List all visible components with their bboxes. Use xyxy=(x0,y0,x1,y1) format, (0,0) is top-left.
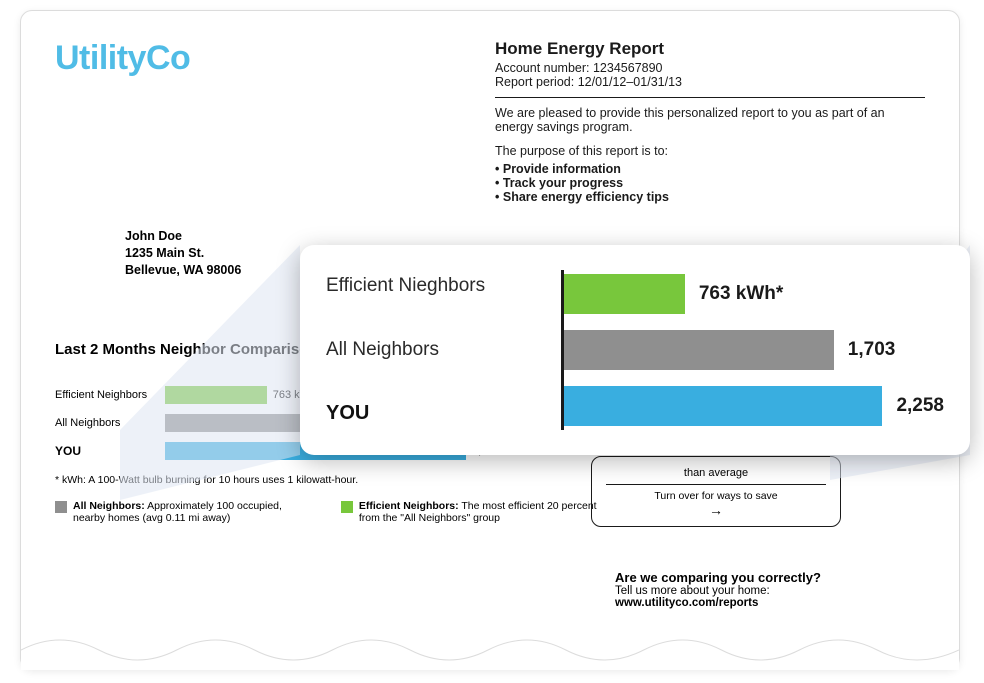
report-title: Home Energy Report xyxy=(495,39,925,59)
overlay-value: 763 kWh* xyxy=(699,283,783,305)
overlay-chart-row: 2,258 xyxy=(564,386,944,426)
reports-link[interactable]: www.utilityco.com/reports xyxy=(615,597,925,609)
legend-swatch xyxy=(55,501,67,513)
purpose-item: Share energy efficiency tips xyxy=(495,190,925,204)
legend-item: All Neighbors: Approximately 100 occupie… xyxy=(55,500,311,524)
report-header: Home Energy Report Account number: 12345… xyxy=(495,39,925,204)
overlay-bar xyxy=(564,274,685,314)
overlay-row-label: YOU xyxy=(326,402,561,425)
overlay-chart: 763 kWh* 1,703 2,258 xyxy=(561,270,944,430)
chart-bar xyxy=(165,386,267,404)
purpose-item: Track your progress xyxy=(495,176,925,190)
overlay-bar xyxy=(564,386,882,426)
chart-row-label: All Neighbors xyxy=(55,417,165,429)
overlay-chart-row: 763 kWh* xyxy=(564,274,944,314)
overlay-row-label: Efficient Nieghbors xyxy=(326,275,561,297)
purpose-item: Provide information xyxy=(495,162,925,176)
overlay-row-label: All Neighbors xyxy=(326,339,561,361)
overlay-value: 2,258 xyxy=(896,395,944,417)
account-line: Account number: 1234567890 xyxy=(495,61,925,75)
legend: All Neighbors: Approximately 100 occupie… xyxy=(55,500,605,524)
overlay-labels: Efficient Nieghbors All Neighbors YOU xyxy=(326,275,561,425)
overlay-bar xyxy=(564,330,834,370)
divider xyxy=(495,97,925,98)
overlay-chart-row: 1,703 xyxy=(564,330,944,370)
comparison-overlay-card: Efficient Nieghbors All Neighbors YOU 763 … xyxy=(300,245,970,455)
chart-row-label: YOU xyxy=(55,444,165,458)
purpose-intro: The purpose of this report is to: xyxy=(495,144,925,158)
turnover-box: than average Turn over for ways to save … xyxy=(591,456,841,527)
purpose-list: Provide information Track your progress … xyxy=(495,162,925,204)
compare-box: Are we comparing you correctly? Tell us … xyxy=(615,570,925,609)
legend-item: Efficient Neighbors: The most efficient … xyxy=(341,500,605,524)
overlay-value: 1,703 xyxy=(848,339,896,361)
intro-text: We are pleased to provide this personali… xyxy=(495,106,925,134)
arrow-right-icon: → xyxy=(606,502,826,518)
legend-swatch xyxy=(341,501,353,513)
chart-row-label: Efficient Neighbors xyxy=(55,389,165,401)
torn-edge xyxy=(21,630,959,670)
period-line: Report period: 12/01/12–01/31/13 xyxy=(495,75,925,89)
